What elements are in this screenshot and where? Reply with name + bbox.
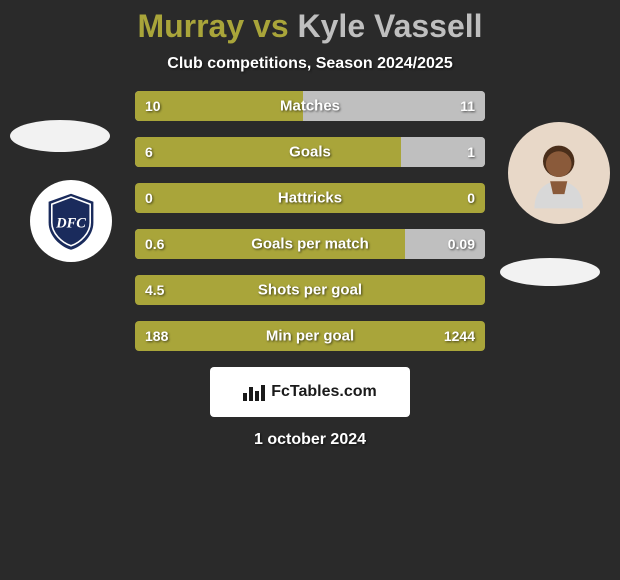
stat-value-right: 11	[460, 98, 475, 114]
stat-row: Matches 10 11	[135, 91, 485, 121]
stat-value-left: 0.6	[145, 236, 164, 252]
source-text: FcTables.com	[271, 383, 377, 401]
stat-row: Hattricks 0 0	[135, 183, 485, 213]
date-line: 1 october 2024	[0, 431, 620, 449]
stat-label: Min per goal	[266, 328, 354, 345]
stat-row: Goals per match 0.6 0.09	[135, 229, 485, 259]
stat-label: Matches	[280, 98, 340, 115]
stat-row: Min per goal 188 1244	[135, 321, 485, 351]
page-title: Murray vs Kyle Vassell	[0, 8, 620, 45]
bar-chart-icon	[243, 383, 265, 401]
stat-label: Goals per match	[251, 236, 369, 253]
source-badge: FcTables.com	[210, 367, 410, 417]
title-vs: vs	[244, 8, 297, 44]
stat-label: Shots per goal	[258, 282, 362, 299]
stat-value-right: 1244	[444, 328, 475, 344]
stat-label: Goals	[289, 144, 331, 161]
title-right-name: Kyle Vassell	[298, 8, 483, 44]
stat-value-left: 0	[145, 190, 153, 206]
stat-value-right: 0.09	[448, 236, 475, 252]
stat-value-right: 1	[467, 144, 475, 160]
person-silhouette-icon	[523, 137, 594, 208]
stat-row: Goals 6 1	[135, 137, 485, 167]
stat-value-right: 0	[467, 190, 475, 206]
title-left-name: Murray	[137, 8, 244, 44]
right-club-placeholder	[500, 258, 600, 286]
stat-label: Hattricks	[278, 190, 342, 207]
svg-text:DFC: DFC	[55, 215, 86, 231]
left-club-crest: DFC	[30, 180, 112, 262]
stat-value-left: 188	[145, 328, 168, 344]
stats-bars: Matches 10 11 Goals 6 1 Hattricks 0 0 Goals per m…	[135, 91, 485, 351]
club-crest-icon: DFC	[39, 189, 103, 253]
right-player-photo	[508, 122, 610, 224]
stat-value-left: 6	[145, 144, 153, 160]
left-player-placeholder	[10, 120, 110, 152]
comparison-card: Murray vs Kyle Vassell Club competitions…	[0, 0, 620, 449]
stat-value-left: 4.5	[145, 282, 164, 298]
subtitle: Club competitions, Season 2024/2025	[0, 55, 620, 73]
stat-bar-left	[135, 137, 401, 167]
stat-row: Shots per goal 4.5	[135, 275, 485, 305]
stat-value-left: 10	[145, 98, 161, 114]
